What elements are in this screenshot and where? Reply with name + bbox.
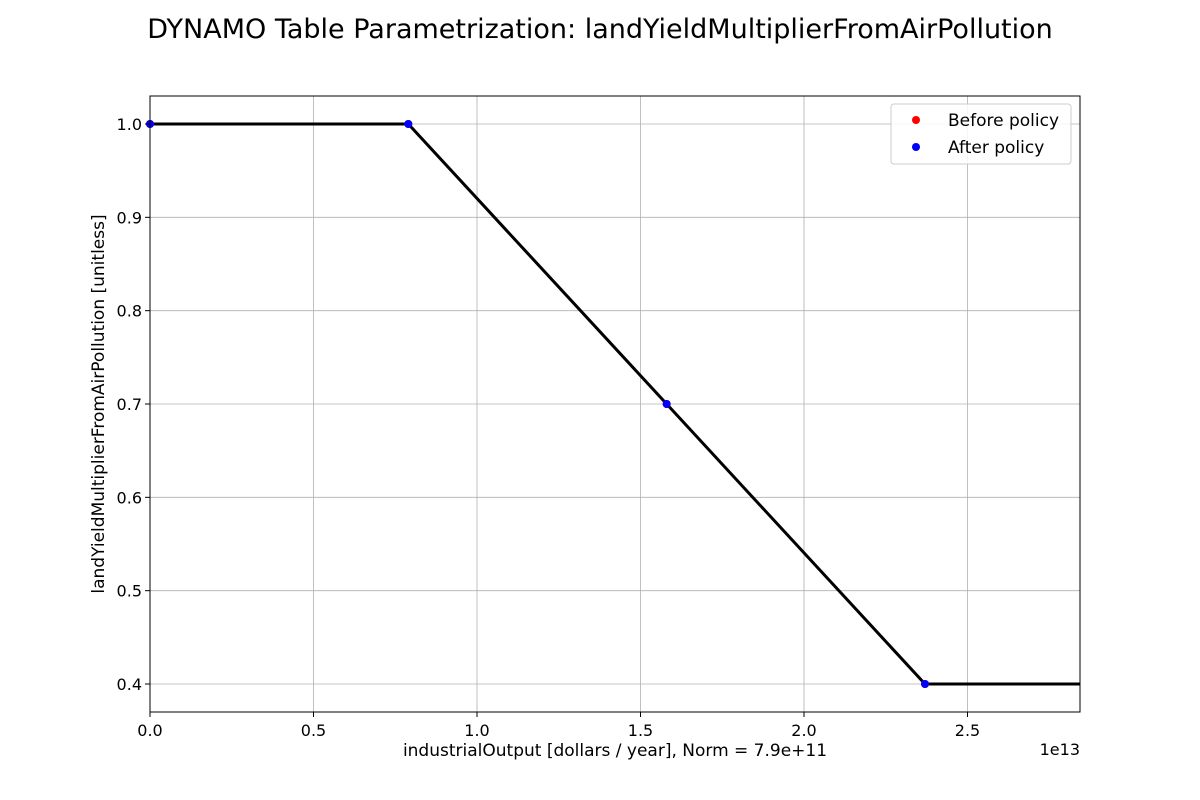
data-point — [404, 120, 413, 128]
legend-label-before-policy: Before policy — [948, 111, 1059, 131]
x-axis-offset-label: 1e13 — [1040, 740, 1080, 759]
chart-title: DYNAMO Table Parametrization: landYieldM… — [147, 14, 1053, 45]
legend-marker-before-policy — [912, 116, 920, 124]
legend-box — [890, 103, 1072, 165]
legend-label-after-policy: After policy — [948, 138, 1044, 158]
y-tick-label: 1.0 — [117, 115, 142, 134]
data-point — [662, 400, 671, 408]
y-tick-label: 0.6 — [117, 488, 142, 507]
y-tick-label: 0.8 — [117, 302, 142, 321]
x-axis-label: industrialOutput [dollars / year], Norm … — [403, 741, 827, 761]
x-tick-label: 0.0 — [137, 721, 162, 740]
y-tick-label: 0.5 — [117, 582, 142, 601]
y-tick-label: 0.7 — [117, 395, 142, 414]
grid — [149, 96, 1080, 712]
legend: Before policy After policy — [890, 103, 1072, 165]
y-tick-label: 0.9 — [117, 208, 142, 227]
y-tick-label: 0.4 — [117, 675, 142, 694]
legend-marker-after-policy — [912, 143, 920, 151]
y-axis-label: landYieldMultiplierFromAirPollution [uni… — [89, 214, 109, 593]
ticks: 0.0 0.5 1.0 1.5 2.0 2.5 0.4 0.5 0.6 0.7 0.8 0.9 1.0 — [117, 115, 981, 740]
x-tick-label: 1.0 — [464, 721, 489, 740]
x-tick-label: 1.5 — [628, 721, 653, 740]
x-tick-label: 2.5 — [955, 721, 980, 740]
points-layer — [146, 120, 929, 688]
data-point — [921, 680, 929, 688]
x-tick-label: 0.5 — [301, 721, 326, 740]
series-after-policy — [146, 120, 929, 688]
x-tick-label: 2.0 — [791, 721, 816, 740]
